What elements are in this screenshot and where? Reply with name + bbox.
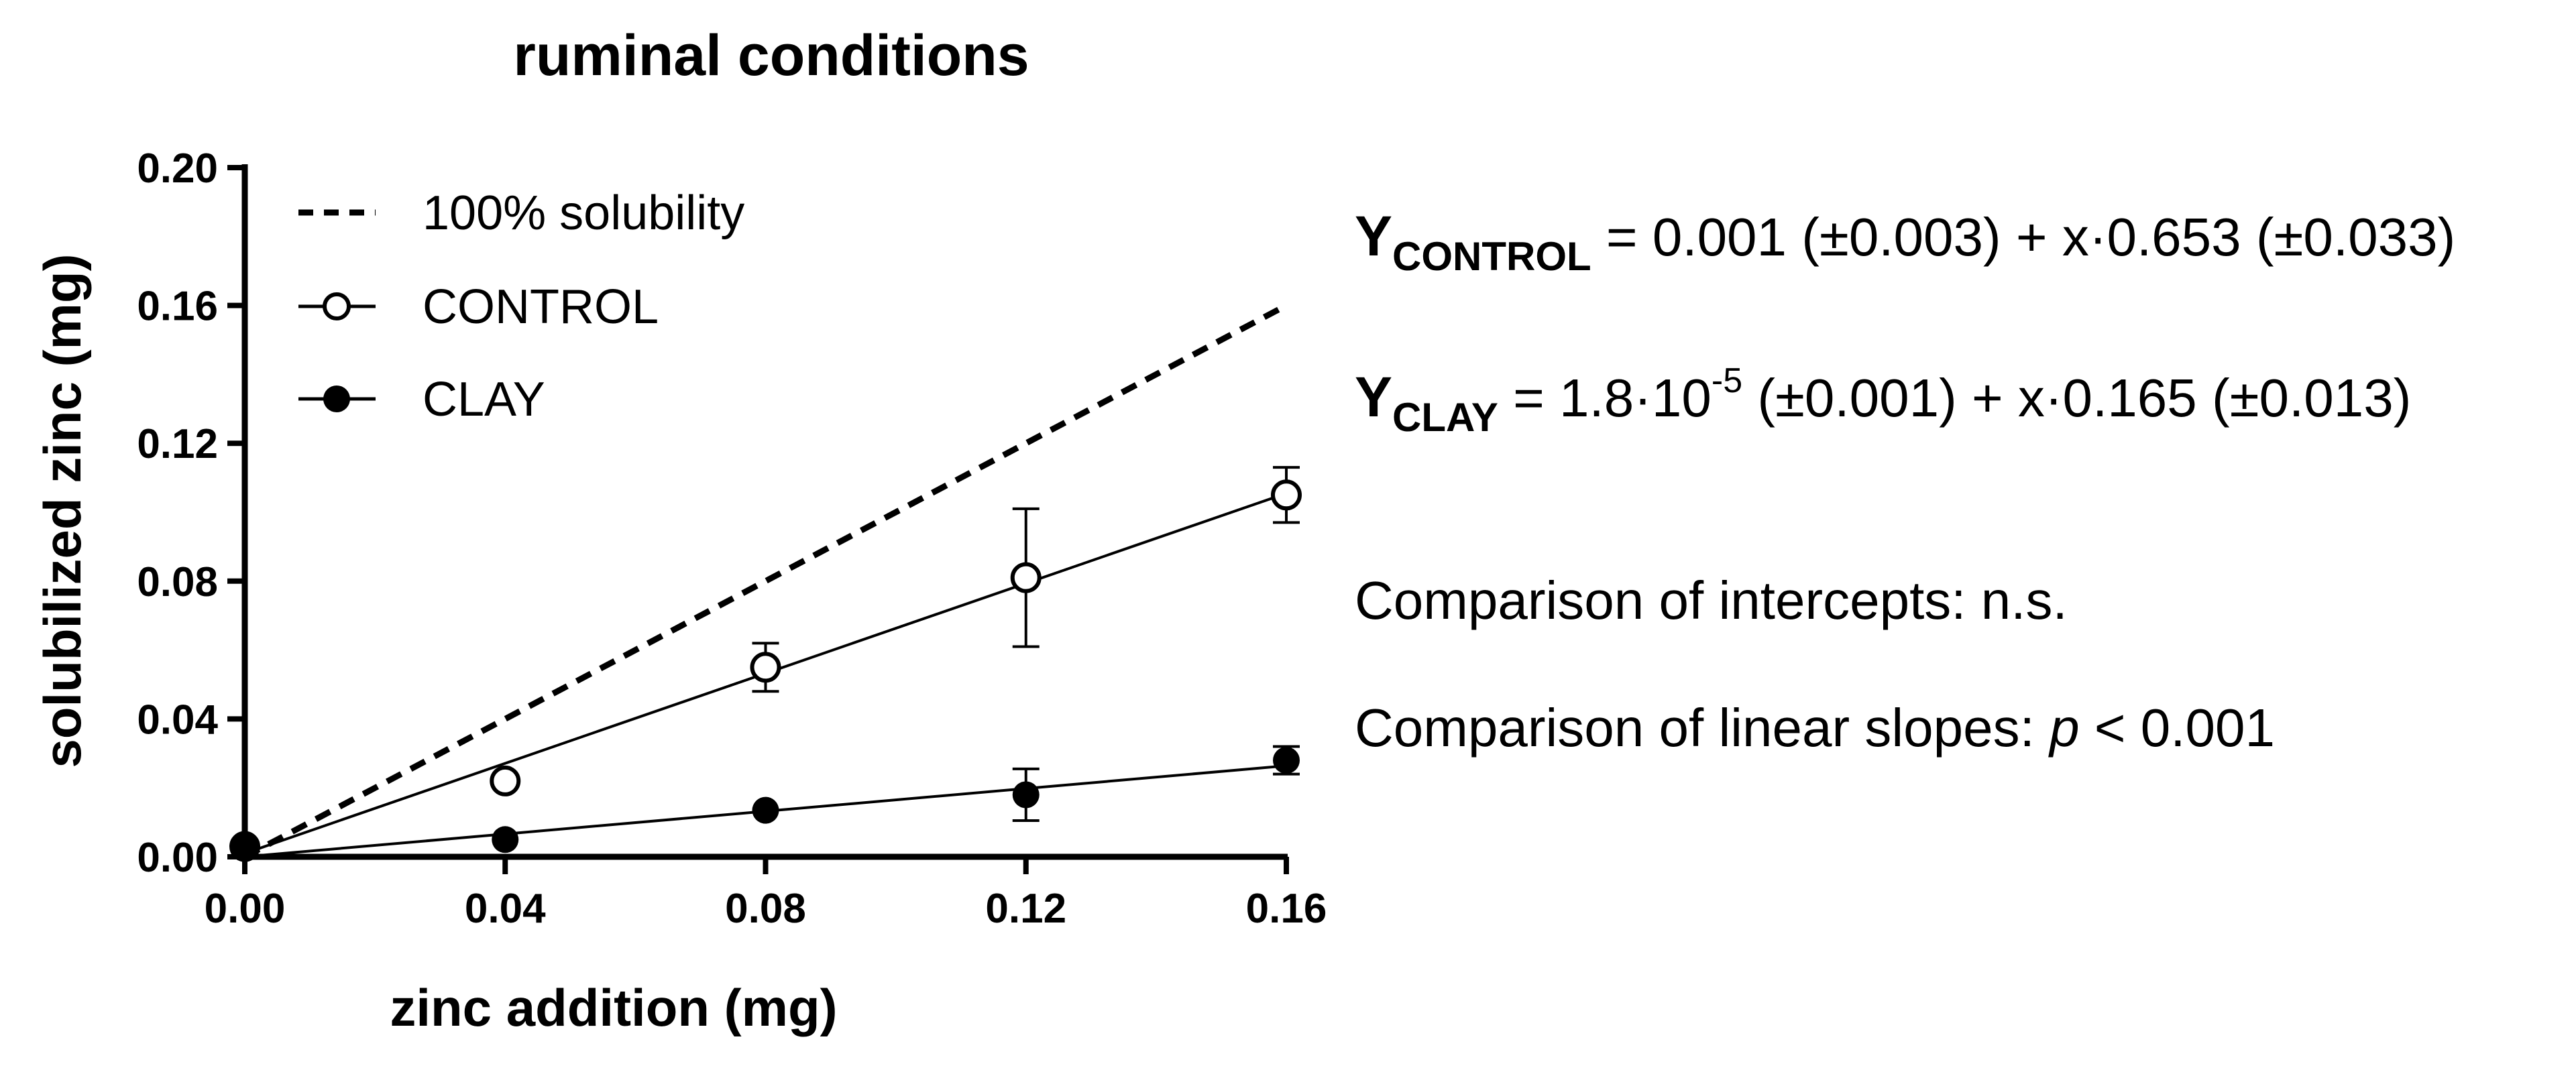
eq-control-subscript: CONTROL	[1392, 234, 1591, 279]
legend-item-clay: CLAY	[298, 373, 545, 426]
comparison-slopes: Comparison of linear slopes: p < 0.001	[1355, 697, 2275, 759]
eq-clay-exponent: -5	[1711, 361, 1743, 400]
equation-clay: YCLAY = 1.8·10-5 (±0.001) + x·0.165 (±0.…	[1355, 363, 2412, 440]
control-point	[750, 652, 781, 683]
y-axis-label: solubilized zinc (mg)	[33, 253, 92, 768]
legend: 100% solubility CONTROL CLAY	[298, 186, 744, 426]
eq-control-y: Y	[1355, 204, 1393, 267]
comparison-slopes-p: p	[2050, 698, 2080, 758]
control-point	[490, 765, 521, 796]
x-tick-label: 0.16	[1246, 886, 1327, 932]
y-tick-label: 0.16	[137, 284, 218, 330]
y-tick-label: 0.20	[137, 145, 218, 192]
plot-area: 0.00 0.04 0.08 0.12 0.16 0.20 0.00 0.04 0.08 0.1…	[137, 145, 1327, 932]
eq-control-rhs: = 0.001 (±0.003) + x·0.653 (±0.033)	[1591, 207, 2456, 267]
eq-clay-subscript: CLAY	[1392, 395, 1498, 440]
chart-title: ruminal conditions	[513, 23, 1029, 88]
clay-point	[231, 833, 258, 860]
solubility-dashed-line	[243, 302, 1288, 859]
eq-clay-post: (±0.001) + x·0.165 (±0.013)	[1742, 368, 2412, 428]
y-tick-label: 0.00	[137, 835, 218, 881]
clay-point	[752, 796, 779, 824]
x-tick-label: 0.08	[725, 886, 806, 932]
comparison-slopes-label: Comparison of linear slopes:	[1355, 698, 2050, 758]
clay-point	[492, 826, 519, 853]
legend-item-solubility: 100% solubility	[298, 186, 744, 240]
x-ticks: 0.00 0.04 0.08 0.12 0.16	[205, 857, 1327, 932]
legend-item-control: CONTROL	[298, 280, 659, 334]
legend-label-control: CONTROL	[423, 280, 659, 334]
series-layer	[229, 302, 1302, 862]
legend-label-clay: CLAY	[423, 373, 545, 426]
clay-point	[1273, 747, 1300, 774]
legend-label-solubility: 100% solubility	[423, 186, 744, 240]
clay-point	[1012, 781, 1040, 809]
x-axis-label: zinc addition (mg)	[390, 978, 837, 1037]
control-point	[1271, 479, 1302, 511]
control-point	[1010, 562, 1042, 593]
y-ticks: 0.00 0.04 0.08 0.12 0.16 0.20	[137, 145, 245, 881]
x-tick-label: 0.12	[985, 886, 1066, 932]
y-tick-label: 0.12	[137, 421, 218, 467]
x-tick-label: 0.00	[205, 886, 286, 932]
legend-filled-circle-icon	[323, 385, 350, 412]
eq-clay-y: Y	[1355, 365, 1393, 428]
equation-control: YCONTROL = 0.001 (±0.003) + x·0.653 (±0.…	[1355, 208, 2455, 277]
y-tick-label: 0.08	[137, 559, 218, 605]
comparison-intercepts: Comparison of intercepts: n.s.	[1355, 571, 2068, 630]
legend-open-circle-icon	[323, 292, 351, 320]
eq-clay-pre: = 1.8·10	[1498, 368, 1712, 428]
x-tick-label: 0.04	[465, 886, 546, 932]
comparison-slopes-value: < 0.001	[2079, 698, 2275, 758]
y-tick-label: 0.04	[137, 697, 218, 743]
